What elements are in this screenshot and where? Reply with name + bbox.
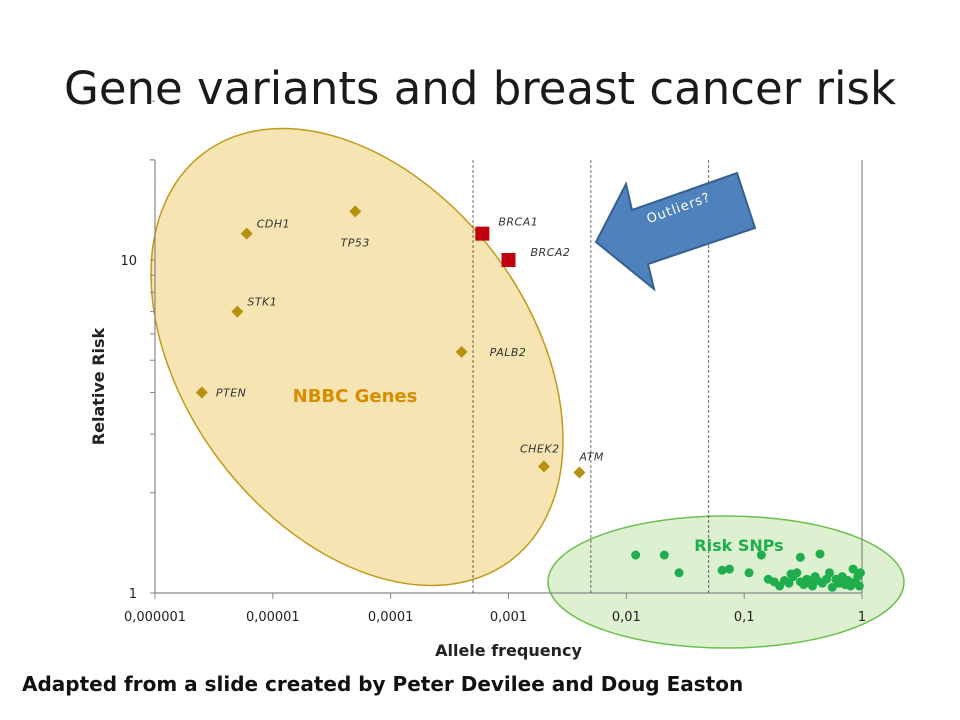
data-point-square <box>475 226 490 241</box>
data-label: STK1 <box>247 296 277 309</box>
data-point-circle <box>795 552 805 562</box>
data-point-diamond <box>349 205 362 218</box>
data-label: ATM <box>578 451 603 464</box>
data-point-circle <box>854 581 864 591</box>
data-point-diamond <box>195 386 208 399</box>
data-point-diamond <box>231 305 244 318</box>
x-tick-label: 1 <box>858 610 866 625</box>
nbbc-genes-label: NBBC Genes <box>293 386 418 407</box>
data-point-diamond <box>240 227 253 240</box>
data-point-diamond <box>573 466 586 479</box>
x-axis-title: Allele frequency <box>435 641 582 660</box>
data-label: PALB2 <box>490 346 527 359</box>
data-point-circle <box>724 564 734 574</box>
data-label: PTEN <box>216 387 247 400</box>
data-point-circle <box>631 550 641 560</box>
slide-caption: Adapted from a slide created by Peter De… <box>22 672 744 696</box>
x-tick-label: 0,01 <box>612 610 641 625</box>
data-label: CHEK2 <box>520 442 560 455</box>
data-point-circle <box>674 568 684 578</box>
data-point-circle <box>786 569 796 579</box>
data-point-circle <box>827 582 837 592</box>
nbbc-genes-region <box>150 127 564 587</box>
data-point-circle <box>855 568 865 578</box>
x-tick-label: 0,00001 <box>246 610 300 625</box>
background-layer <box>150 127 905 649</box>
mark-layer <box>195 205 865 592</box>
data-label: CDH1 <box>257 218 290 231</box>
x-tick-label: 0,000001 <box>124 610 186 625</box>
data-point-circle <box>825 568 835 578</box>
label-layer: NBBC Genes Risk SNPs CDH1 TP53 STK1 PTEN PALB2… <box>216 171 784 555</box>
data-point-circle <box>756 550 766 560</box>
y-tick-label: 1 <box>129 587 137 602</box>
data-label: TP53 <box>341 236 370 249</box>
y-axis-title: Relative Risk <box>89 327 108 445</box>
data-point-square <box>501 253 516 267</box>
data-point-circle <box>744 568 754 578</box>
data-label: BRCA2 <box>531 246 571 259</box>
data-point-diamond <box>537 460 550 473</box>
data-point-circle <box>815 549 825 559</box>
risk-snps-region <box>547 515 905 649</box>
data-point-circle <box>848 564 858 574</box>
axis-layer: 0,000001 0,00001 0,0001 0,001 0,01 0,1 1 1 10 All… <box>89 100 866 660</box>
x-tick-label: 0,0001 <box>368 610 414 625</box>
data-point-circle <box>784 578 794 588</box>
data-point-circle <box>659 550 669 560</box>
x-tick-label: 0,001 <box>490 610 527 625</box>
data-point-diamond <box>455 345 468 358</box>
slide-title: Gene variants and breast cancer risk <box>63 62 897 115</box>
outliers-callout-arrow <box>594 171 757 292</box>
x-tick-label: 0,1 <box>734 610 755 625</box>
data-point-circle <box>717 565 727 575</box>
data-label: BRCA1 <box>498 216 538 229</box>
y-tick-label: 10 <box>120 254 137 269</box>
risk-snps-label: Risk SNPs <box>694 536 783 555</box>
